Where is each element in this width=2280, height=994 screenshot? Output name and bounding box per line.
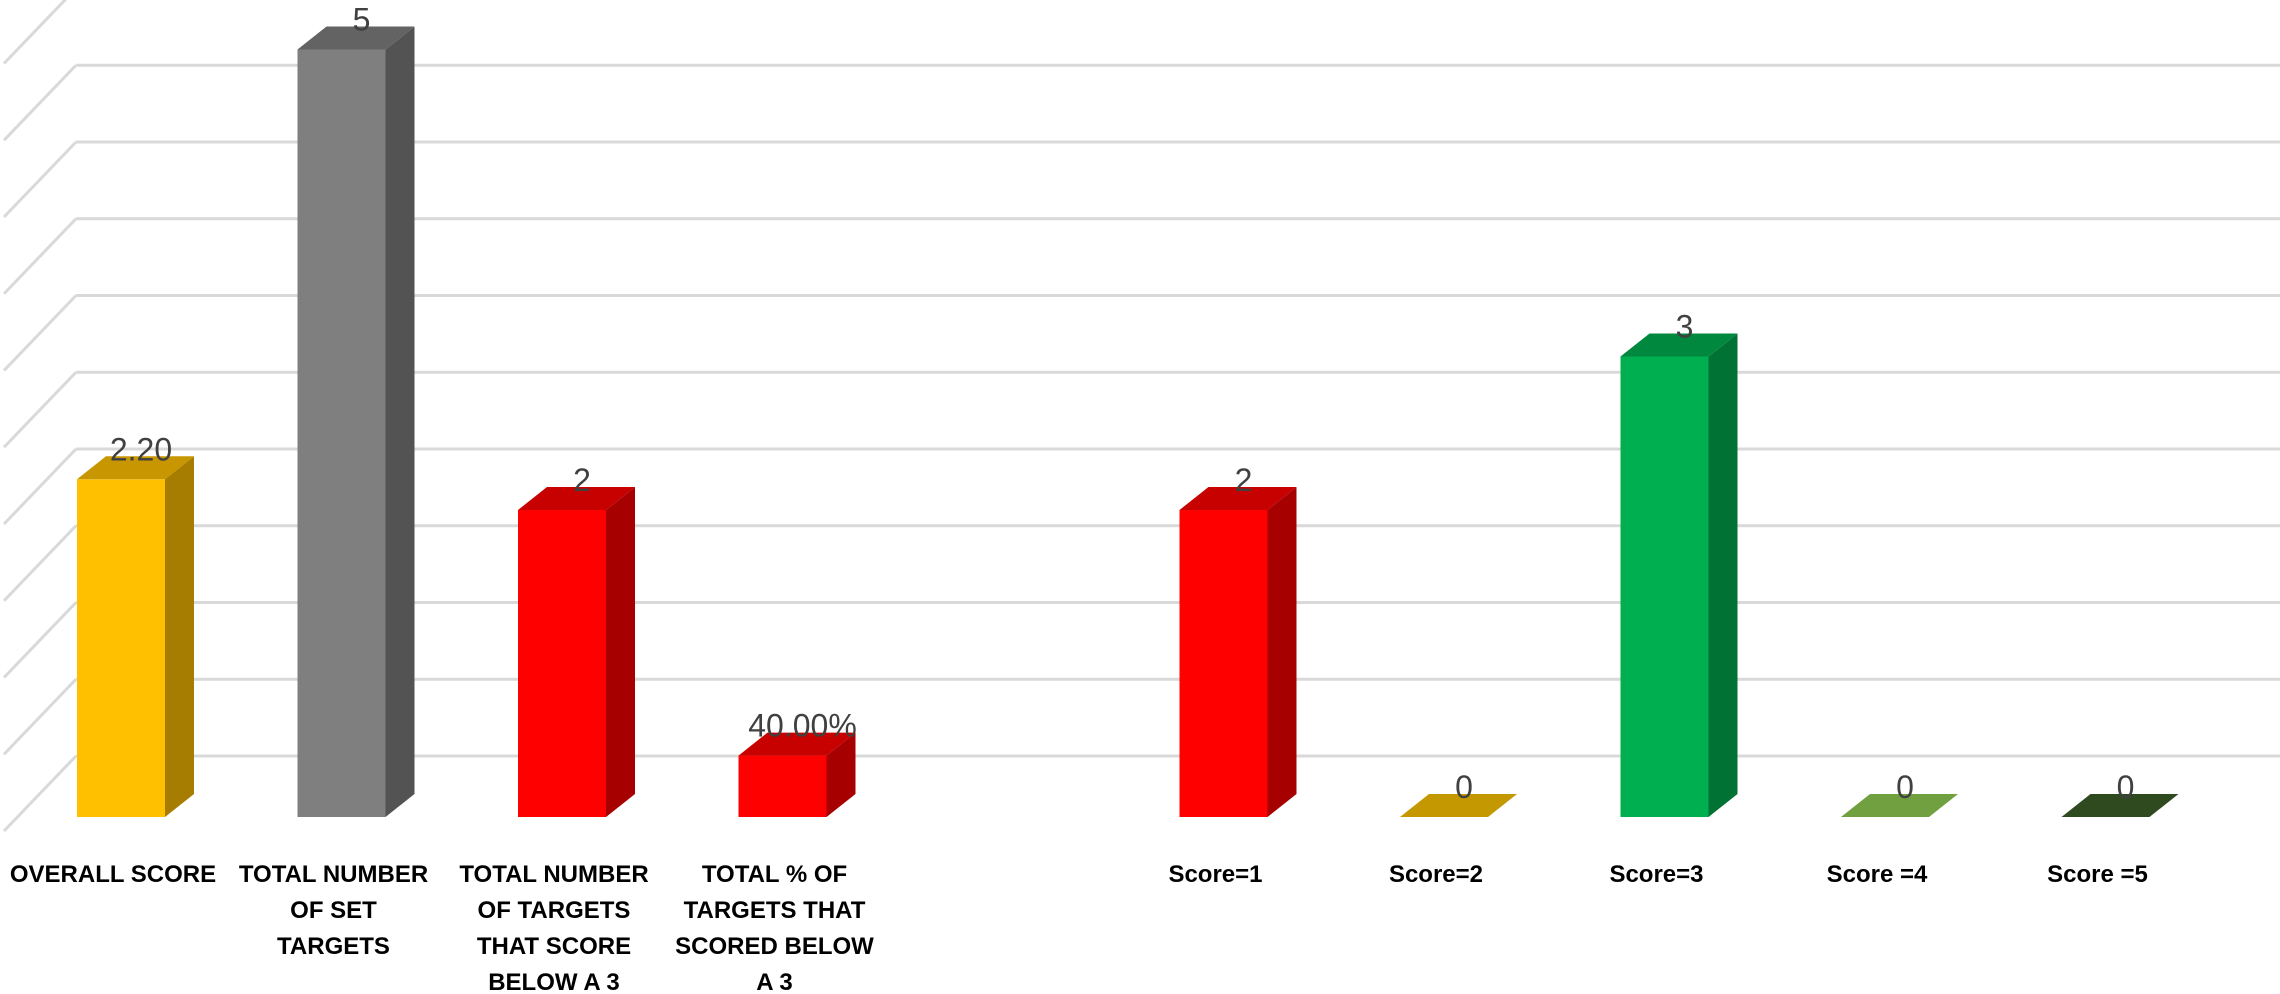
- bar-side: [1267, 487, 1297, 817]
- category-label: Score=3: [1609, 861, 1703, 888]
- bar-side: [606, 487, 635, 817]
- bar: [738, 732, 856, 817]
- bar-side: [1708, 333, 1738, 817]
- data-label: 0: [2117, 769, 2135, 805]
- gridline-diagonal: [2, 0, 68, 65]
- bar-side: [385, 26, 415, 817]
- bar-side: [826, 732, 856, 817]
- bar-top: [77, 456, 194, 480]
- category-label-line: TOTAL % OF: [702, 861, 847, 888]
- category-label: TOTAL NUMBER OF TARGETS THAT SCORE BELOW A …: [459, 861, 648, 994]
- category-label-line: OF TARGETS: [478, 897, 631, 924]
- category-label: Score=1: [1168, 861, 1262, 888]
- bar-top: [1179, 487, 1297, 510]
- category-label: TOTAL NUMBER OF SET TARGETS: [239, 861, 428, 960]
- data-label: 2.20: [110, 431, 172, 467]
- bar-front: [297, 49, 386, 817]
- bar-front: [1620, 356, 1709, 817]
- data-label: 2: [573, 462, 591, 498]
- category-label-line: TARGETS THAT: [684, 897, 866, 924]
- category-label-line: TOTAL NUMBER: [239, 861, 428, 888]
- gridline-diagonal: [2, 371, 78, 449]
- gridline-diagonal: [2, 217, 78, 295]
- category-label-line: OVERALL SCORE: [10, 861, 216, 888]
- category-label-line: Score=3: [1609, 861, 1703, 888]
- bars: [77, 26, 2179, 817]
- bar-side: [165, 456, 194, 817]
- bar: [77, 456, 194, 817]
- bar-flat: [1400, 794, 1517, 817]
- bar: [1400, 794, 1517, 817]
- gridline-diagonal: [2, 447, 78, 526]
- category-label-line: TOTAL NUMBER: [459, 861, 648, 888]
- category-label-line: BELOW A 3: [488, 969, 620, 994]
- bar-front: [738, 755, 827, 817]
- bar: [518, 487, 635, 817]
- gridline-diagonal: [2, 64, 78, 142]
- bar: [1841, 794, 1958, 817]
- category-label: TOTAL % OF TARGETS THAT SCORED BELOW A 3: [675, 861, 874, 994]
- bar-front: [518, 510, 606, 817]
- data-label: 2: [1235, 462, 1253, 498]
- category-label-line: Score=2: [1389, 861, 1483, 888]
- category-label-line: Score =5: [2047, 861, 2148, 888]
- bar-top: [738, 732, 856, 756]
- gridlines: [2, 0, 2280, 833]
- bar: [2061, 794, 2179, 817]
- category-label-line: A 3: [756, 969, 792, 994]
- data-labels: 2.20 5 2 40.00% 2 0 3 0 0: [110, 2, 2135, 806]
- data-label: 40.00%: [748, 708, 857, 744]
- data-label: 0: [1896, 769, 1914, 805]
- bar: [297, 26, 415, 817]
- category-label: OVERALL SCORE: [10, 861, 216, 888]
- category-label-line: OF SET: [290, 897, 377, 924]
- bar-front: [77, 479, 165, 817]
- category-label: Score=2: [1389, 861, 1483, 888]
- bar-flat: [1841, 794, 1958, 817]
- gridline-diagonal: [2, 294, 78, 372]
- bar-front: [1179, 510, 1268, 817]
- bar-top: [297, 26, 415, 50]
- category-label-line: Score=1: [1168, 861, 1262, 888]
- bar-top: [1620, 333, 1738, 357]
- bar-top: [518, 487, 635, 510]
- category-labels: OVERALL SCORE TOTAL NUMBER OF SET TARGETSTO…: [10, 861, 2148, 994]
- category-label-line: SCORED BELOW: [675, 933, 874, 960]
- category-label: Score =5: [2047, 861, 2148, 888]
- data-label: 0: [1455, 769, 1473, 805]
- category-label-line: THAT SCORE: [477, 933, 631, 960]
- bar: [1179, 487, 1297, 817]
- data-label: 5: [353, 2, 371, 38]
- bar: [1620, 333, 1738, 817]
- category-label-line: Score =4: [1827, 861, 1928, 888]
- gridline-diagonal: [2, 754, 78, 833]
- gridline-diagonal: [2, 678, 78, 756]
- data-label: 3: [1676, 309, 1694, 345]
- gridline-diagonal: [2, 524, 78, 602]
- category-label: Score =4: [1827, 861, 1928, 888]
- category-label-line: TARGETS: [277, 933, 390, 960]
- gridline-diagonal: [2, 601, 78, 679]
- bar-flat: [2061, 794, 2179, 817]
- gridline-diagonal: [2, 140, 78, 219]
